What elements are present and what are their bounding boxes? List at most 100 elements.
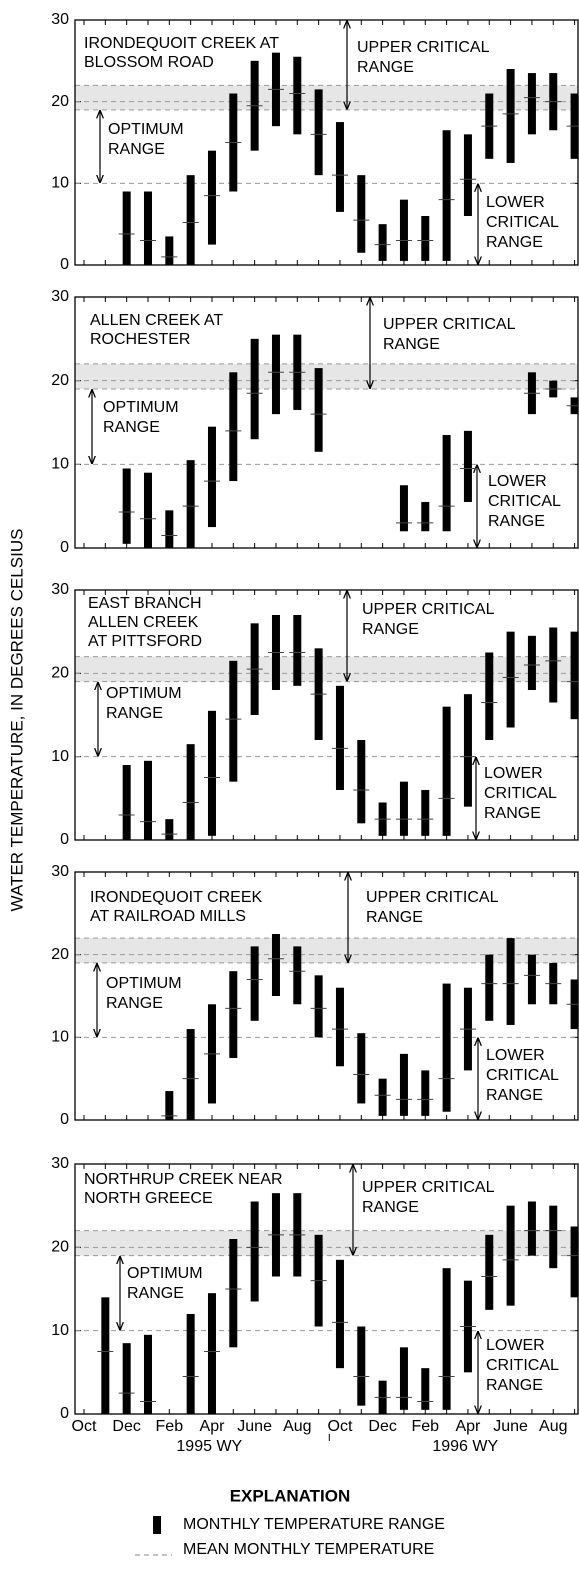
range-bar bbox=[421, 501, 430, 532]
range-bar bbox=[485, 1234, 494, 1310]
annotation: UPPER CRITICAL bbox=[383, 316, 516, 333]
range-bar bbox=[506, 69, 515, 163]
annotation: RANGE bbox=[486, 234, 543, 251]
x-group-label: 1995 WY bbox=[176, 1438, 242, 1455]
optimum-band bbox=[75, 363, 578, 390]
range-bar bbox=[506, 1205, 515, 1306]
annotation: UPPER CRITICAL bbox=[362, 1179, 495, 1196]
range-bar bbox=[207, 710, 216, 836]
range-bar bbox=[122, 191, 131, 265]
range-bar bbox=[421, 1070, 430, 1116]
annotation: RANGE bbox=[488, 513, 545, 530]
range-bar bbox=[186, 1314, 195, 1414]
range-bar bbox=[527, 635, 536, 690]
range-bar bbox=[378, 224, 387, 261]
y-tick-label: 30 bbox=[51, 863, 69, 880]
range-bar bbox=[207, 426, 216, 528]
range-bar bbox=[314, 89, 323, 176]
annotation: RANGE bbox=[106, 995, 163, 1012]
range-bar bbox=[165, 819, 174, 840]
range-bar bbox=[357, 1326, 366, 1406]
annotation: RANGE bbox=[106, 705, 163, 722]
y-tick-label: 0 bbox=[60, 1405, 69, 1422]
range-bar bbox=[122, 1343, 131, 1414]
annotation: UPPER CRITICAL bbox=[357, 39, 490, 56]
y-tick-label: 0 bbox=[60, 256, 69, 273]
y-tick-label: 30 bbox=[51, 11, 69, 28]
range-bar bbox=[229, 372, 238, 482]
x-tick-label: Dec bbox=[112, 1418, 140, 1435]
y-tick-label: 30 bbox=[51, 288, 69, 305]
annotation: OPTIMUM bbox=[106, 975, 182, 992]
range-bar bbox=[442, 983, 451, 1112]
range-bar bbox=[378, 1078, 387, 1116]
y-tick-label: 0 bbox=[60, 1111, 69, 1128]
range-bar bbox=[186, 1029, 195, 1120]
range-bar bbox=[399, 1347, 408, 1410]
annotation: RANGE bbox=[357, 59, 414, 76]
panel-title: EAST BRANCH bbox=[88, 595, 202, 612]
annotation: LOWER bbox=[488, 473, 547, 490]
annotation: LOWER bbox=[486, 194, 545, 211]
annotation: RANGE bbox=[366, 909, 423, 926]
legend-label: MONTHLY TEMPERATURE RANGE bbox=[183, 1516, 445, 1533]
annotation: LOWER bbox=[486, 1337, 545, 1354]
range-bar bbox=[399, 1053, 408, 1116]
range-bar bbox=[122, 765, 131, 840]
range-bar bbox=[506, 938, 515, 1025]
panel-title: ALLEN CREEK bbox=[88, 614, 199, 631]
range-bar bbox=[314, 368, 323, 452]
annotation: RANGE bbox=[362, 1199, 419, 1216]
panel-title: ROCHESTER bbox=[90, 331, 190, 348]
x-tick-label: Apr bbox=[455, 1418, 481, 1435]
annotation: LOWER bbox=[486, 1047, 545, 1064]
range-bar bbox=[399, 199, 408, 261]
range-bar bbox=[399, 485, 408, 532]
range-bar bbox=[207, 1293, 216, 1414]
y-tick-label: 30 bbox=[51, 581, 69, 598]
range-bar bbox=[165, 510, 174, 548]
range-bar bbox=[186, 460, 195, 548]
range-bar bbox=[421, 1368, 430, 1410]
range-bar bbox=[229, 660, 238, 782]
y-tick-label: 0 bbox=[60, 539, 69, 556]
y-tick-label: 20 bbox=[51, 946, 69, 963]
range-bar bbox=[485, 954, 494, 1021]
range-bar bbox=[357, 1033, 366, 1104]
x-tick-label: Dec bbox=[368, 1418, 396, 1435]
y-tick-label: 10 bbox=[51, 748, 69, 765]
legend-title: EXPLANATION bbox=[230, 1486, 351, 1505]
y-tick-label: 20 bbox=[51, 93, 69, 110]
range-bar bbox=[335, 122, 344, 212]
panel-title: AT PITTSFORD bbox=[88, 633, 202, 650]
panel-title: ALLEN CREEK AT bbox=[90, 312, 223, 329]
panel-title: NORTH GREECE bbox=[84, 1190, 213, 1207]
panel-title: IRONDEQUOIT CREEK bbox=[90, 889, 263, 906]
range-bar bbox=[527, 1201, 536, 1256]
y-axis-label: WATER TEMPERATURE, IN DEGREES CELSIUS bbox=[7, 529, 26, 912]
annotation: OPTIMUM bbox=[103, 399, 179, 416]
annotation: UPPER CRITICAL bbox=[362, 601, 495, 618]
range-bar bbox=[442, 435, 451, 532]
range-bar bbox=[442, 706, 451, 836]
panel-title: AT RAILROAD MILLS bbox=[90, 908, 246, 925]
x-tick-label: Aug bbox=[283, 1418, 311, 1435]
range-bar bbox=[335, 685, 344, 790]
range-bar bbox=[357, 175, 366, 253]
range-bar bbox=[421, 790, 430, 836]
range-bar bbox=[271, 934, 280, 996]
annotation: OPTIMUM bbox=[127, 1265, 203, 1282]
range-bar bbox=[442, 130, 451, 261]
annotation: UPPER CRITICAL bbox=[366, 889, 499, 906]
range-bar bbox=[527, 954, 536, 1005]
annotation: RANGE bbox=[103, 419, 160, 436]
annotation: LOWER bbox=[484, 765, 543, 782]
range-bar bbox=[186, 744, 195, 840]
range-bar bbox=[442, 1268, 451, 1410]
range-bar bbox=[165, 1091, 174, 1120]
range-bar bbox=[207, 150, 216, 245]
range-bar bbox=[101, 1297, 110, 1414]
x-tick-label: Feb bbox=[156, 1418, 184, 1435]
